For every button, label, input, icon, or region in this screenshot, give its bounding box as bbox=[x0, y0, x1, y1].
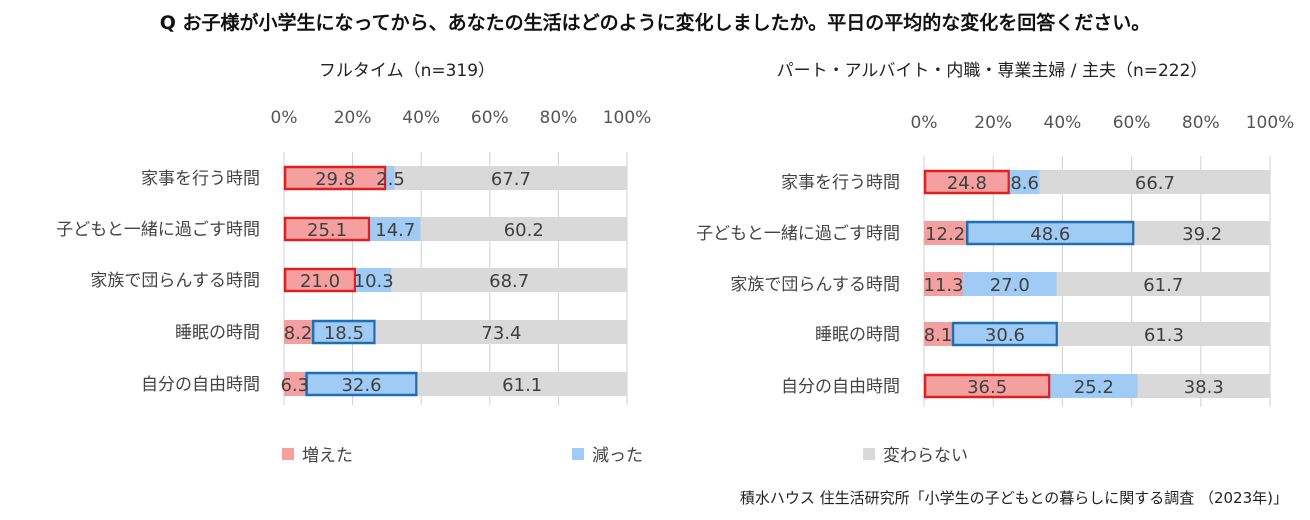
chart-0-category-label: 家族で団らんする時間 bbox=[90, 271, 260, 291]
chart-1-data-label: 61.3 bbox=[1144, 325, 1184, 346]
chart-0-bar bbox=[284, 372, 306, 396]
chart-0-data-label: 8.2 bbox=[284, 323, 313, 344]
chart-0-bar bbox=[356, 268, 392, 292]
chart-1-data-label: 30.6 bbox=[985, 325, 1025, 346]
chart-0-bar bbox=[283, 267, 357, 293]
chart-1-bar bbox=[1056, 272, 1270, 296]
chart-1-data-label: 61.7 bbox=[1143, 275, 1183, 296]
chart-0-tick-label: 80% bbox=[540, 108, 578, 128]
chart-1-data-label: 25.2 bbox=[1074, 377, 1114, 398]
chart-1-data-label: 8.1 bbox=[924, 325, 953, 346]
chart-0-data-label: 73.4 bbox=[481, 323, 521, 344]
chart-0-data-label: 14.7 bbox=[375, 220, 415, 241]
chart-0-data-label: 25.1 bbox=[307, 220, 347, 241]
chart-0-bar bbox=[305, 371, 418, 397]
legend-label-decrease: 減った bbox=[592, 446, 643, 466]
chart-0-bar bbox=[391, 268, 627, 292]
legend-unchanged: 変わらない bbox=[863, 441, 968, 466]
chart-0-category-label: 家事を行う時間 bbox=[141, 169, 260, 189]
chart-1-bar bbox=[924, 322, 953, 346]
chart-0-category-label: 睡眠の時間 bbox=[175, 323, 260, 343]
chart-0-bar bbox=[283, 165, 387, 191]
chart-1-tick-label: 60% bbox=[1113, 113, 1151, 133]
chart-0-data-label: 61.1 bbox=[502, 375, 542, 396]
chart-0-tick-label: 60% bbox=[471, 108, 509, 128]
chart-0-bar bbox=[386, 166, 395, 190]
chart-1-bar bbox=[1137, 374, 1270, 398]
chart-1-tick-label: 20% bbox=[974, 113, 1012, 133]
chart-0-data-label: 18.5 bbox=[324, 323, 364, 344]
chart-1-category-label: 家事を行う時間 bbox=[781, 173, 900, 193]
legend-decrease: 減った bbox=[572, 441, 643, 466]
chart-0-tick-label: 20% bbox=[334, 108, 372, 128]
chart-1-data-label: 38.3 bbox=[1184, 377, 1224, 398]
chart-1-tick-label: 100% bbox=[1246, 113, 1295, 133]
chart-0-bar bbox=[370, 217, 421, 241]
legend-swatch-increase bbox=[282, 447, 294, 460]
chart-0-data-label: 29.8 bbox=[315, 169, 355, 190]
legend-label-increase: 増えた bbox=[302, 446, 353, 466]
legend-label-unchanged: 変わらない bbox=[883, 446, 968, 466]
chart-1-bar bbox=[963, 272, 1057, 296]
chart-0-bar bbox=[394, 166, 627, 190]
chart-1-data-label: 66.7 bbox=[1135, 173, 1175, 194]
chart-0-data-label: 32.6 bbox=[341, 375, 381, 396]
chart-0-bar bbox=[375, 320, 628, 344]
chart-0-bar bbox=[417, 372, 627, 396]
chart-0-bar bbox=[284, 320, 313, 344]
legend-increase: 増えた bbox=[282, 441, 353, 466]
chart-0-data-label: 6.3 bbox=[280, 375, 309, 396]
page-title: Q お子様が小学生になってから、あなたの生活はどのように変化しましたか。平日の平… bbox=[159, 12, 1151, 34]
legend-swatch-unchanged bbox=[863, 447, 875, 460]
chart-1-data-label: 24.8 bbox=[947, 173, 987, 194]
chart-1-bar bbox=[1009, 170, 1040, 194]
chart-0-bar bbox=[420, 217, 627, 241]
chart-0-bar bbox=[283, 216, 371, 242]
chart-1-category-label: 睡眠の時間 bbox=[815, 325, 900, 345]
chart-1-category-label: 家族で団らんする時間 bbox=[730, 275, 900, 295]
chart-0-category-label: 子どもと一緒に過ごす時間 bbox=[56, 220, 260, 240]
legend-swatch-decrease bbox=[572, 447, 584, 460]
chart-0-bar bbox=[311, 319, 376, 345]
chart-0-data-label: 21.0 bbox=[300, 271, 340, 292]
chart-0-tick-label: 0% bbox=[271, 108, 298, 128]
chart-1-bar bbox=[924, 221, 967, 245]
chart-0-data-label: 10.3 bbox=[354, 271, 394, 292]
chart-0-tick-label: 40% bbox=[402, 108, 440, 128]
source-note: 積水ハウス 住生活研究所「小学生の子どもとの暮らしに関する調査 （2023年)」 bbox=[739, 489, 1288, 507]
chart-1-data-label: 11.3 bbox=[924, 275, 964, 296]
chart-0-data-label: 2.5 bbox=[376, 169, 405, 190]
chart-0-title: フルタイム（n=319） bbox=[319, 61, 495, 81]
chart-1-bar bbox=[924, 272, 964, 296]
chart-1-tick-label: 80% bbox=[1182, 113, 1220, 133]
chart-1-category-label: 子どもと一緒に過ごす時間 bbox=[696, 224, 900, 244]
chart-1-bar bbox=[1050, 374, 1138, 398]
chart-1-data-label: 27.0 bbox=[990, 275, 1030, 296]
chart-1-data-label: 48.6 bbox=[1030, 224, 1070, 245]
chart-1-bar bbox=[923, 169, 1011, 195]
chart-1-data-label: 12.2 bbox=[925, 224, 965, 245]
chart-0-category-label: 自分の自由時間 bbox=[141, 375, 260, 395]
chart-1-bar bbox=[1039, 170, 1271, 194]
chart-1-bar bbox=[1134, 221, 1270, 245]
chart-0-data-label: 67.7 bbox=[491, 169, 531, 190]
chart-1-data-label: 39.2 bbox=[1182, 224, 1222, 245]
chart-1-category-label: 自分の自由時間 bbox=[781, 377, 900, 397]
chart-1-bar bbox=[965, 220, 1135, 246]
chart-1-title: パート・アルバイト・内職・専業主婦 / 主夫（n=222） bbox=[777, 61, 1208, 81]
chart-0-data-label: 68.7 bbox=[489, 271, 529, 292]
chart-1-data-label: 8.6 bbox=[1010, 173, 1039, 194]
chart-1-bar bbox=[951, 321, 1059, 347]
chart-1-bar bbox=[1057, 322, 1270, 346]
chart-1-tick-label: 40% bbox=[1044, 113, 1082, 133]
chart-0-tick-label: 100% bbox=[603, 108, 652, 128]
chart-1-tick-label: 0% bbox=[911, 113, 938, 133]
chart-1-bar bbox=[923, 373, 1051, 399]
chart-1-data-label: 36.5 bbox=[967, 377, 1007, 398]
chart-0-data-label: 60.2 bbox=[504, 220, 544, 241]
